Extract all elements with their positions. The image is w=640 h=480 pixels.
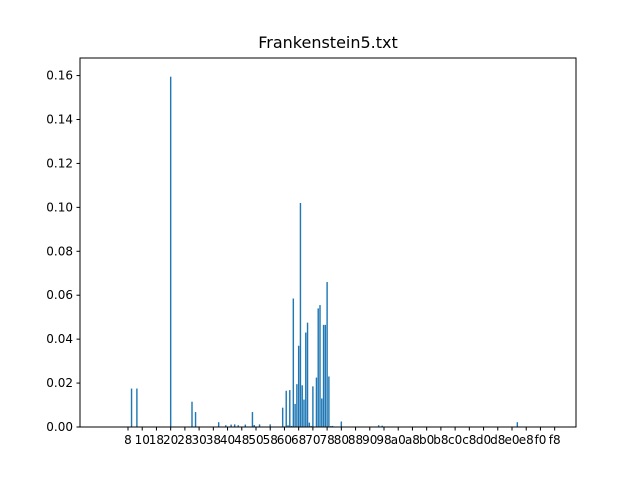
bar <box>310 425 312 427</box>
bar <box>297 345 300 427</box>
x-tick-label: 90 <box>362 433 377 447</box>
y-tick-label: 0.04 <box>46 332 73 346</box>
x-tick-label: 28 <box>177 433 192 447</box>
x-tick-label: 48 <box>234 433 249 447</box>
chart-title: Frankenstein5.txt <box>258 33 398 52</box>
x-tick-label: 20 <box>163 433 178 447</box>
bar <box>130 388 133 427</box>
y-tick-label: 0.10 <box>46 200 73 214</box>
bar <box>230 424 232 427</box>
bar <box>381 425 383 427</box>
bar <box>303 399 305 427</box>
bar <box>251 412 254 427</box>
bar <box>233 424 236 427</box>
bar <box>225 425 227 427</box>
y-tick-label: 0.00 <box>46 420 73 434</box>
bar <box>289 390 291 427</box>
x-tick-label: c8 <box>462 433 476 447</box>
x-tick-label: b8 <box>433 433 448 447</box>
bar <box>194 412 197 427</box>
x-tick-label: f0 <box>535 433 547 447</box>
x-tick-label: a8 <box>405 433 420 447</box>
bar <box>305 332 307 427</box>
x-tick-label: 88 <box>348 433 363 447</box>
y-tick-label: 0.02 <box>46 376 73 390</box>
bars-group <box>130 76 519 428</box>
bar <box>377 425 380 427</box>
y-tick-label: 0.12 <box>46 156 73 170</box>
x-tick-label: 30 <box>191 433 206 447</box>
bar <box>269 424 271 427</box>
x-tick-label: 68 <box>291 433 306 447</box>
bar <box>516 422 519 427</box>
bar <box>322 324 325 427</box>
bar <box>237 425 239 427</box>
x-tick-label: f8 <box>549 433 561 447</box>
x-tick-label: 58 <box>263 433 278 447</box>
x-tick-label: c0 <box>448 433 462 447</box>
x-tick-label: 40 <box>220 433 235 447</box>
x-tick-label: 98 <box>376 433 391 447</box>
bar <box>296 384 298 427</box>
plot-frame <box>79 57 577 428</box>
bar <box>287 425 289 427</box>
x-tick-label: a0 <box>391 433 406 447</box>
bar <box>217 422 220 427</box>
x-tick-label: b0 <box>419 433 434 447</box>
x-tick-label: 8 <box>124 433 132 447</box>
x-tick-label: 18 <box>149 433 164 447</box>
bar <box>290 425 293 427</box>
y-axis: 0.00 0.02 0.04 0.06 0.08 0.10 0.12 0.14 0.16 <box>46 69 80 434</box>
bar <box>253 425 255 427</box>
bar <box>319 305 321 427</box>
bar <box>169 76 172 428</box>
y-tick-label: 0.06 <box>46 288 73 302</box>
y-tick-label: 0.08 <box>46 244 73 258</box>
bar <box>244 424 247 427</box>
bar <box>136 388 138 427</box>
bar <box>299 202 302 427</box>
x-tick-label: 10 <box>135 433 150 447</box>
bar <box>317 308 319 427</box>
bar <box>331 425 334 427</box>
bar <box>328 376 330 427</box>
x-tick-label: 78 <box>319 433 334 447</box>
x-tick-label: 60 <box>277 433 292 447</box>
x-tick-label: 38 <box>206 433 221 447</box>
bar <box>191 401 193 427</box>
x-tick-label: 50 <box>248 433 263 447</box>
bar <box>315 377 318 427</box>
bar <box>258 424 261 427</box>
bar <box>312 386 314 427</box>
x-tick-label: d8 <box>490 433 505 447</box>
x-tick-label: d0 <box>476 433 491 447</box>
y-tick-label: 0.16 <box>46 69 73 83</box>
bar <box>326 282 328 427</box>
bar <box>306 322 309 427</box>
x-tick-label: 80 <box>334 433 349 447</box>
bar <box>308 422 311 427</box>
bar <box>321 398 323 427</box>
bar <box>292 298 295 427</box>
bar <box>301 385 303 427</box>
x-tick-label: e0 <box>504 433 519 447</box>
bar <box>281 407 284 427</box>
bar <box>285 390 287 427</box>
bar <box>340 421 343 427</box>
bar <box>294 403 296 427</box>
y-tick-label: 0.14 <box>46 113 73 127</box>
x-tick-label: 70 <box>305 433 320 447</box>
x-tick-label: e8 <box>519 433 534 447</box>
bar <box>324 324 327 427</box>
